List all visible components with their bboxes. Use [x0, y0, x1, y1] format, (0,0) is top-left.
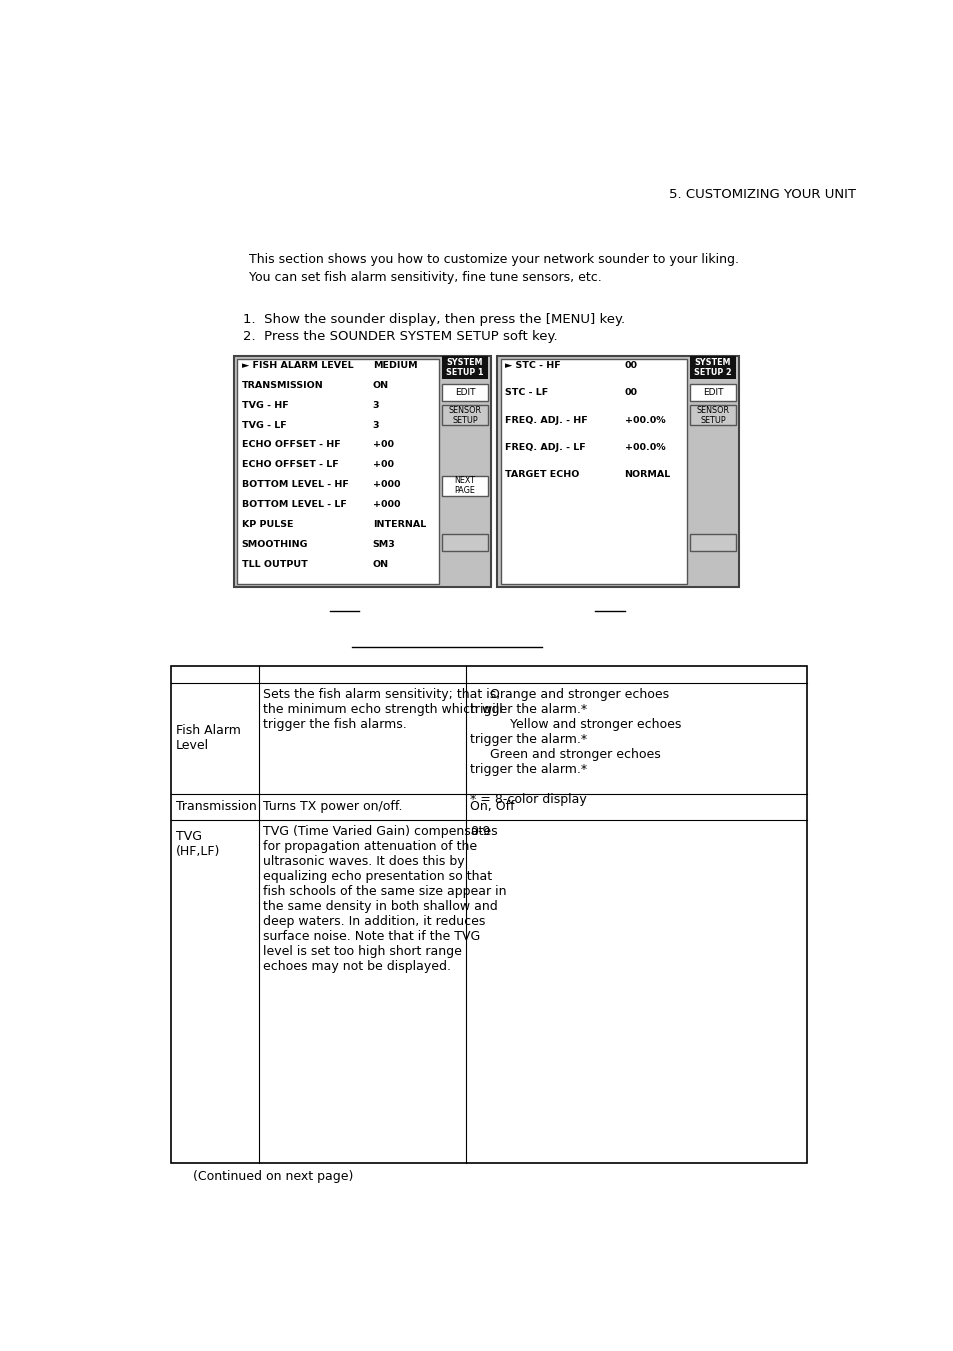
Text: ECHO OFFSET - LF: ECHO OFFSET - LF [241, 461, 338, 469]
Text: +000: +000 [373, 480, 399, 489]
Text: +00.0%: +00.0% [624, 443, 664, 451]
Text: ON: ON [373, 381, 389, 390]
Text: EDIT: EDIT [702, 388, 722, 397]
Text: SENSOR
SETUP: SENSOR SETUP [696, 405, 729, 426]
Text: INTERNAL: INTERNAL [373, 520, 425, 530]
Text: +000: +000 [373, 500, 399, 509]
Text: 00: 00 [624, 388, 637, 397]
Text: 3: 3 [373, 420, 378, 430]
Text: Orange and stronger echoes
trigger the alarm.*
          Yellow and stronger ech: Orange and stronger echoes trigger the a… [470, 688, 681, 807]
Text: EDIT: EDIT [455, 388, 475, 397]
Bar [441, 384, 488, 401]
Bar [233, 357, 491, 588]
Text: Sets the fish alarm sensitivity; that is,
the minimum echo strength which will
t: Sets the fish alarm sensitivity; that is… [263, 688, 502, 731]
Text: You can set fish alarm sensitivity, fine tune sensors, etc.: You can set fish alarm sensitivity, fine… [249, 272, 601, 284]
Text: (Continued on next page): (Continued on next page) [193, 1170, 353, 1183]
Text: BOTTOM LEVEL - HF: BOTTOM LEVEL - HF [241, 480, 348, 489]
Bar [689, 357, 736, 380]
Text: NORMAL: NORMAL [624, 470, 670, 480]
Text: +00.0%: +00.0% [624, 416, 664, 424]
Text: MEDIUM: MEDIUM [373, 361, 416, 370]
Text: TARGET ECHO: TARGET ECHO [505, 470, 579, 480]
Bar [689, 384, 736, 401]
Text: Fish Alarm
Level: Fish Alarm Level [175, 724, 240, 753]
Text: TLL OUTPUT: TLL OUTPUT [241, 559, 307, 569]
Bar [497, 357, 739, 588]
Text: Transmission: Transmission [175, 801, 256, 813]
Text: 00: 00 [624, 361, 637, 370]
Text: KP PULSE: KP PULSE [241, 520, 293, 530]
Text: 1.  Show the sounder display, then press the [MENU] key.: 1. Show the sounder display, then press … [243, 313, 625, 327]
Text: TVG - HF: TVG - HF [241, 401, 288, 409]
Bar [689, 534, 736, 551]
Text: SYSTEM
SETUP 1: SYSTEM SETUP 1 [446, 358, 483, 377]
Text: FREQ. ADJ. - LF: FREQ. ADJ. - LF [505, 443, 585, 451]
Text: This section shows you how to customize your network sounder to your liking.: This section shows you how to customize … [249, 254, 739, 266]
Text: SMOOTHING: SMOOTHING [241, 540, 308, 549]
Bar [441, 534, 488, 551]
Text: 3: 3 [373, 401, 378, 409]
Text: NEXT
PAGE: NEXT PAGE [454, 476, 475, 496]
Bar [500, 359, 686, 584]
Bar [689, 405, 736, 426]
Text: ECHO OFFSET - HF: ECHO OFFSET - HF [241, 440, 340, 450]
Text: SENSOR
SETUP: SENSOR SETUP [448, 405, 481, 426]
Text: Turns TX power on/off.: Turns TX power on/off. [263, 801, 402, 813]
Text: +00: +00 [373, 440, 394, 450]
Text: FREQ. ADJ. - HF: FREQ. ADJ. - HF [505, 416, 587, 424]
Text: STC - LF: STC - LF [505, 388, 548, 397]
Text: TRANSMISSION: TRANSMISSION [241, 381, 323, 390]
Text: TVG - LF: TVG - LF [241, 420, 286, 430]
Bar [236, 359, 438, 584]
Bar [441, 357, 488, 380]
Text: On, Off: On, Off [470, 801, 515, 813]
Bar [441, 476, 488, 496]
Text: SYSTEM
SETUP 2: SYSTEM SETUP 2 [694, 358, 731, 377]
Text: ► FISH ALARM LEVEL: ► FISH ALARM LEVEL [241, 361, 353, 370]
Text: TVG (Time Varied Gain) compensates
for propagation attenuation of the
ultrasonic: TVG (Time Varied Gain) compensates for p… [263, 825, 506, 973]
Text: BOTTOM LEVEL - LF: BOTTOM LEVEL - LF [241, 500, 346, 509]
Text: SM3: SM3 [373, 540, 395, 549]
Text: TVG
(HF,LF): TVG (HF,LF) [175, 830, 220, 858]
Text: ON: ON [373, 559, 389, 569]
Bar [171, 666, 806, 1163]
Text: +00: +00 [373, 461, 394, 469]
Text: 0-9: 0-9 [470, 825, 490, 838]
Text: 2.  Press the SOUNDER SYSTEM SETUP soft key.: 2. Press the SOUNDER SYSTEM SETUP soft k… [243, 330, 558, 343]
Text: 5. CUSTOMIZING YOUR UNIT: 5. CUSTOMIZING YOUR UNIT [668, 188, 855, 201]
Text: ► STC - HF: ► STC - HF [505, 361, 560, 370]
Bar [441, 405, 488, 426]
